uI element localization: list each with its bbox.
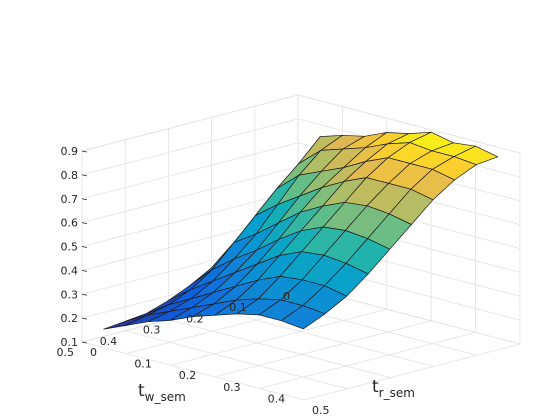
- z-tick-label: 0.3: [61, 288, 79, 301]
- x-axis-label: tw_sem: [138, 381, 186, 404]
- floor-grid-y-2: [170, 308, 387, 366]
- x-axis-label-sub: w_sem: [145, 390, 186, 404]
- z-tick-label: 0.7: [61, 193, 79, 206]
- z-tick-label: 0.6: [61, 217, 79, 230]
- z-tick-label: 0.4: [61, 264, 79, 277]
- z-tick-mark: [81, 174, 88, 177]
- z-tick-label: 0.8: [61, 169, 79, 182]
- z-tick-label: 0.9: [61, 145, 79, 158]
- floor-grid-x-5: [81, 341, 305, 401]
- y-tick-label: 0.2: [179, 369, 197, 382]
- surface-patch: [280, 305, 326, 330]
- z-tick-label: 0.2: [61, 312, 79, 325]
- z-tick-label: 0.5: [61, 241, 79, 254]
- z-tick-mark: [81, 317, 88, 320]
- floor-grid-x-3: [168, 319, 391, 378]
- y-axis-label-sub: r_sem: [379, 386, 415, 400]
- x-tick-label: 0.3: [143, 324, 161, 337]
- z-tick-mark: [81, 269, 88, 272]
- y-tick-label: 0.1: [134, 358, 152, 371]
- x-tick-label: 0.2: [186, 312, 204, 325]
- x-tick-label: 0.4: [100, 335, 118, 348]
- x-axis-label-main: t: [138, 381, 145, 401]
- tick-layer: 0.1 0.2 0.3 0.4 0.5 0.6 0.7 0.8 0.9 0 0.1 0.2 0.3 0.4…: [57, 145, 330, 417]
- floor-grid-y-3: [215, 320, 432, 378]
- floor-grid-y-4: [259, 332, 476, 389]
- x-tick-label: 0.5: [57, 346, 75, 359]
- y-tick-label: 0.5: [312, 404, 330, 417]
- y-tick-label: 0.4: [268, 392, 286, 405]
- surface-layer: [103, 131, 499, 330]
- z-tick-mark: [81, 150, 88, 153]
- x-tick-label: 0: [283, 290, 290, 303]
- y-axis-label-main: t: [372, 377, 379, 397]
- z-tick-mark: [81, 341, 88, 344]
- wall-top-edge: [81, 94, 521, 154]
- x-tick-label: 0.1: [229, 301, 247, 314]
- z-tick-label: 0.1: [61, 336, 79, 349]
- floor-grid-x-2: [211, 308, 434, 367]
- y-axis-label: tr_sem: [372, 377, 415, 400]
- floor-grid-y-5: [303, 343, 521, 401]
- z-tick-mark: [81, 198, 88, 201]
- y-tick-label: 0.3: [223, 381, 241, 394]
- z-tick-mark: [81, 246, 88, 248]
- z-tick-mark: [81, 293, 88, 296]
- y-tick-label: 0: [90, 346, 97, 359]
- z-tick-mark: [81, 222, 88, 225]
- floor-grid-x-4: [125, 330, 348, 390]
